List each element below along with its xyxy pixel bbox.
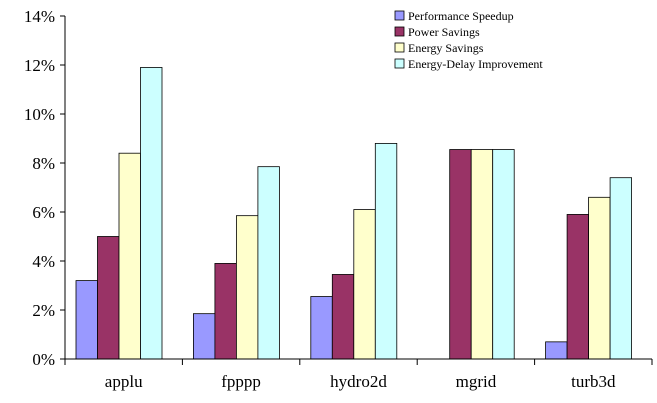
legend-label: Performance Speedup — [408, 9, 514, 23]
y-tick-label: 10% — [24, 105, 55, 124]
bar-turb3d-1 — [545, 341, 568, 360]
y-tick-label: 12% — [24, 56, 55, 75]
y-tick-label: 4% — [32, 252, 55, 271]
legend-swatch — [394, 10, 405, 21]
x-tick-label: applu — [105, 372, 143, 391]
bar-applu-4 — [140, 67, 163, 360]
bar-turb3d-2 — [566, 214, 589, 360]
y-tick-label: 2% — [32, 301, 55, 320]
bar-hydro2d-1 — [310, 296, 333, 360]
y-tick-label: 0% — [32, 350, 55, 369]
bar-mgrid-2 — [449, 149, 472, 360]
y-tick-label: 6% — [32, 203, 55, 222]
legend: Performance Speedup Power Savings Energy S… — [394, 9, 543, 71]
bar-applu-2 — [97, 236, 120, 360]
bar-mgrid-3 — [470, 149, 494, 360]
bar-turb3d-4 — [609, 177, 632, 360]
bar-applu-3 — [118, 152, 141, 360]
axes-group: 0% 2% 4% 6% 8% 10% 12% 14% applu fpppp hydro2d mgri… — [24, 7, 653, 391]
x-tick-label: fpppp — [221, 372, 261, 391]
x-tick-label: turb3d — [571, 372, 616, 391]
x-tick-label: hydro2d — [330, 372, 387, 391]
legend-label: Energy-Delay Improvement — [408, 57, 543, 71]
bar-hydro2d-4 — [374, 142, 398, 360]
bar-fpppp-1 — [192, 313, 216, 360]
y-tick-label: 14% — [24, 7, 55, 26]
bar-fpppp-3 — [235, 215, 259, 360]
bar-fpppp-4 — [257, 166, 280, 360]
x-tick-label: mgrid — [456, 372, 497, 391]
bar-fpppp-2 — [214, 263, 237, 360]
legend-swatch — [394, 26, 405, 37]
legend-swatch — [394, 42, 405, 53]
legend-label: Energy Savings — [408, 41, 484, 55]
bar-hydro2d-2 — [331, 274, 355, 360]
legend-label: Power Savings — [408, 25, 480, 39]
bar-mgrid-4 — [492, 149, 515, 360]
bar-hydro2d-3 — [353, 209, 376, 360]
y-tick-label: 8% — [32, 154, 55, 173]
bar-applu-1 — [75, 280, 98, 360]
legend-swatch — [394, 58, 405, 69]
bars-group — [75, 67, 632, 360]
bar-turb3d-3 — [588, 196, 611, 360]
